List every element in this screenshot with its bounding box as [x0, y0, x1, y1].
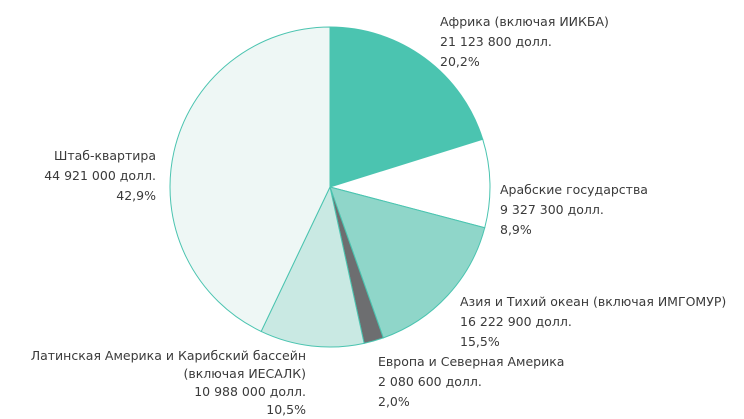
- category-label: Азия и Тихий океан (включая ИМГОМУР): [460, 294, 727, 309]
- category-label: Штаб-квартира: [53, 148, 156, 163]
- value-label: 2 080 600 долл.: [378, 374, 482, 389]
- data-label: Латинская Америка и Карибский бассейн (в…: [6, 347, 306, 419]
- percent-label: 15,5%: [460, 334, 500, 349]
- percent-label: 2,0%: [378, 394, 410, 409]
- category-label: Европа и Северная Америка: [378, 354, 565, 369]
- pie-slice: [260, 185, 365, 348]
- category-label: Африка (включая ИИКБА): [440, 14, 609, 29]
- pie-slice: [329, 26, 484, 188]
- data-label: Азия и Тихий океан (включая ИМГОМУР) 16 2…: [460, 292, 726, 352]
- data-label: Европа и Северная Америка 2 080 600 долл.…: [378, 352, 564, 412]
- category-label: Арабские государства: [500, 182, 648, 197]
- percent-label: 8,9%: [500, 222, 532, 237]
- percent-label: 42,9%: [116, 188, 156, 203]
- pie-slice: [329, 186, 486, 339]
- data-label: Штаб-квартира 44 921 000 долл. 42,9%: [44, 146, 156, 206]
- value-label: 21 123 800 долл.: [440, 34, 552, 49]
- percent-label: 20,2%: [440, 54, 480, 69]
- pie-slice: [169, 26, 331, 333]
- data-label: Арабские государства 9 327 300 долл. 8,9%: [500, 180, 648, 240]
- percent-label: 10,5%: [266, 402, 306, 417]
- value-label: 10 988 000 долл.: [194, 384, 306, 399]
- category-label: Латинская Америка и Карибский бассейн (в…: [30, 348, 306, 381]
- value-label: 44 921 000 долл.: [44, 168, 156, 183]
- pie-slice: [328, 138, 491, 229]
- data-label: Африка (включая ИИКБА) 21 123 800 долл. 20…: [440, 12, 609, 72]
- value-label: 16 222 900 долл.: [460, 314, 572, 329]
- value-label: 9 327 300 долл.: [500, 202, 604, 217]
